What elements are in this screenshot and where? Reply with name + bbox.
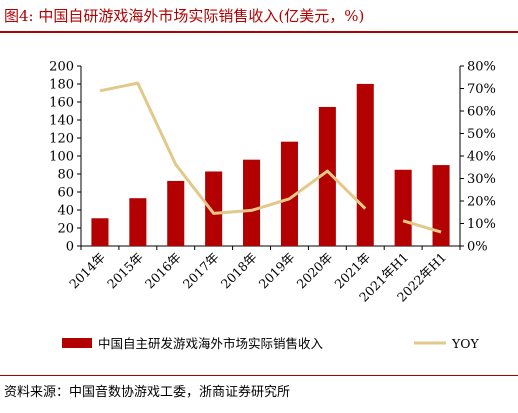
right-tick-label: 80% (467, 60, 496, 75)
left-tick-label: 40 (57, 204, 74, 219)
revenue-bar (91, 218, 109, 246)
right-tick-label: 0% (467, 240, 488, 255)
right-tick-label: 40% (467, 150, 496, 165)
left-y-axis: 0 20 40 60 80 100 120 140 160 180 200 (49, 60, 82, 255)
x-tick-label: 2016年 (142, 250, 184, 292)
left-tick-label: 200 (49, 60, 74, 75)
title-divider (0, 31, 518, 33)
chart-title: 图4: 中国自研游戏海外市场实际销售收入(亿美元，%) (4, 5, 364, 26)
x-tick-label: 2020年 (294, 250, 336, 292)
bar-series (91, 83, 450, 246)
legend-swatch-revenue (62, 338, 92, 348)
figure-label: 图4: (4, 7, 34, 25)
legend-label-yoy: YOY (451, 336, 479, 351)
x-tick-label: 2019年 (256, 250, 298, 292)
left-tick-label: 20 (57, 222, 74, 237)
revenue-bar (432, 165, 450, 246)
revenue-bar (318, 106, 336, 246)
legend: 中国自主研发游戏海外市场实际销售收入 YOY (62, 336, 479, 351)
source-note: 资料来源：中国音数协游戏工委，浙商证券研究所 (4, 385, 291, 400)
x-tick-label: 2017年 (180, 250, 222, 292)
left-tick-label: 80 (57, 168, 74, 183)
revenue-bar (394, 169, 412, 246)
right-tick-label: 10% (467, 217, 496, 232)
figure-title: 中国自研游戏海外市场实际销售收入(亿美元，%) (38, 7, 365, 25)
right-tick-label: 30% (467, 172, 496, 187)
right-tick-label: 20% (467, 195, 496, 210)
left-tick-label: 140 (49, 114, 74, 129)
revenue-bar (243, 159, 261, 246)
x-axis: 2014年2015年2016年2017年2018年2019年2020年2021年… (66, 245, 461, 305)
revenue-bar (167, 180, 185, 246)
left-tick-label: 180 (49, 78, 74, 93)
left-tick-label: 0 (66, 240, 74, 255)
legend-label-revenue: 中国自主研发游戏海外市场实际销售收入 (98, 336, 324, 351)
left-tick-label: 60 (57, 186, 74, 201)
x-tick-label: 2015年 (104, 250, 146, 292)
revenue-bar (280, 141, 298, 246)
revenue-bar (356, 83, 374, 246)
source-divider (0, 375, 518, 376)
right-tick-label: 60% (467, 105, 496, 120)
x-tick-label: 2014年 (66, 250, 108, 292)
yoy-line-segment (402, 219, 442, 234)
right-y-axis: 0% 10% 20% 30% 40% 50% 60% 70% 80% (459, 60, 496, 255)
right-tick-label: 70% (467, 82, 496, 97)
revenue-bar (129, 198, 147, 246)
right-tick-label: 50% (467, 127, 496, 142)
left-tick-label: 160 (49, 96, 74, 111)
x-tick-label: 2018年 (218, 250, 260, 292)
yoy-line-series (99, 81, 442, 234)
revenue-bar (205, 171, 223, 246)
yoy-line-segment (99, 81, 367, 215)
chart: 0 20 40 60 80 100 120 140 160 180 200 0% 10% 20% 30% 4… (49, 60, 496, 352)
left-tick-label: 100 (49, 150, 74, 165)
left-tick-label: 120 (49, 132, 74, 147)
